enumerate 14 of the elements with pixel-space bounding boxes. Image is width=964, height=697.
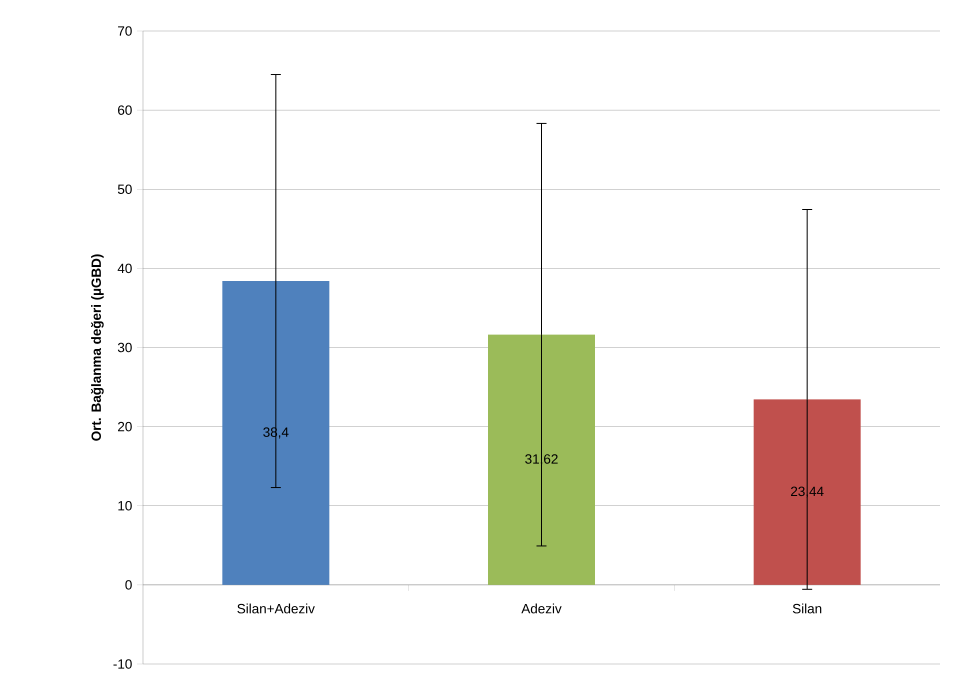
y-tick-label: 50 xyxy=(118,184,132,194)
y-tick-label: -10 xyxy=(113,659,132,669)
x-tick-label: Adeziv xyxy=(521,604,562,614)
y-tick-label: 30 xyxy=(118,342,132,352)
x-tick-label: Silan xyxy=(792,604,822,614)
x-tick-label: Silan+Adeziv xyxy=(237,604,315,614)
y-tick-label: 60 xyxy=(118,105,132,115)
y-tick-label: 70 xyxy=(118,26,132,36)
y-tick-label: 0 xyxy=(125,580,132,590)
bar xyxy=(754,399,861,585)
y-axis-title: Ort. Bağlanma değeri (µGBD) xyxy=(90,254,104,441)
y-tick-label: 10 xyxy=(118,500,132,511)
y-tick-label: 20 xyxy=(118,422,132,432)
y-tick-label: 40 xyxy=(118,264,132,274)
